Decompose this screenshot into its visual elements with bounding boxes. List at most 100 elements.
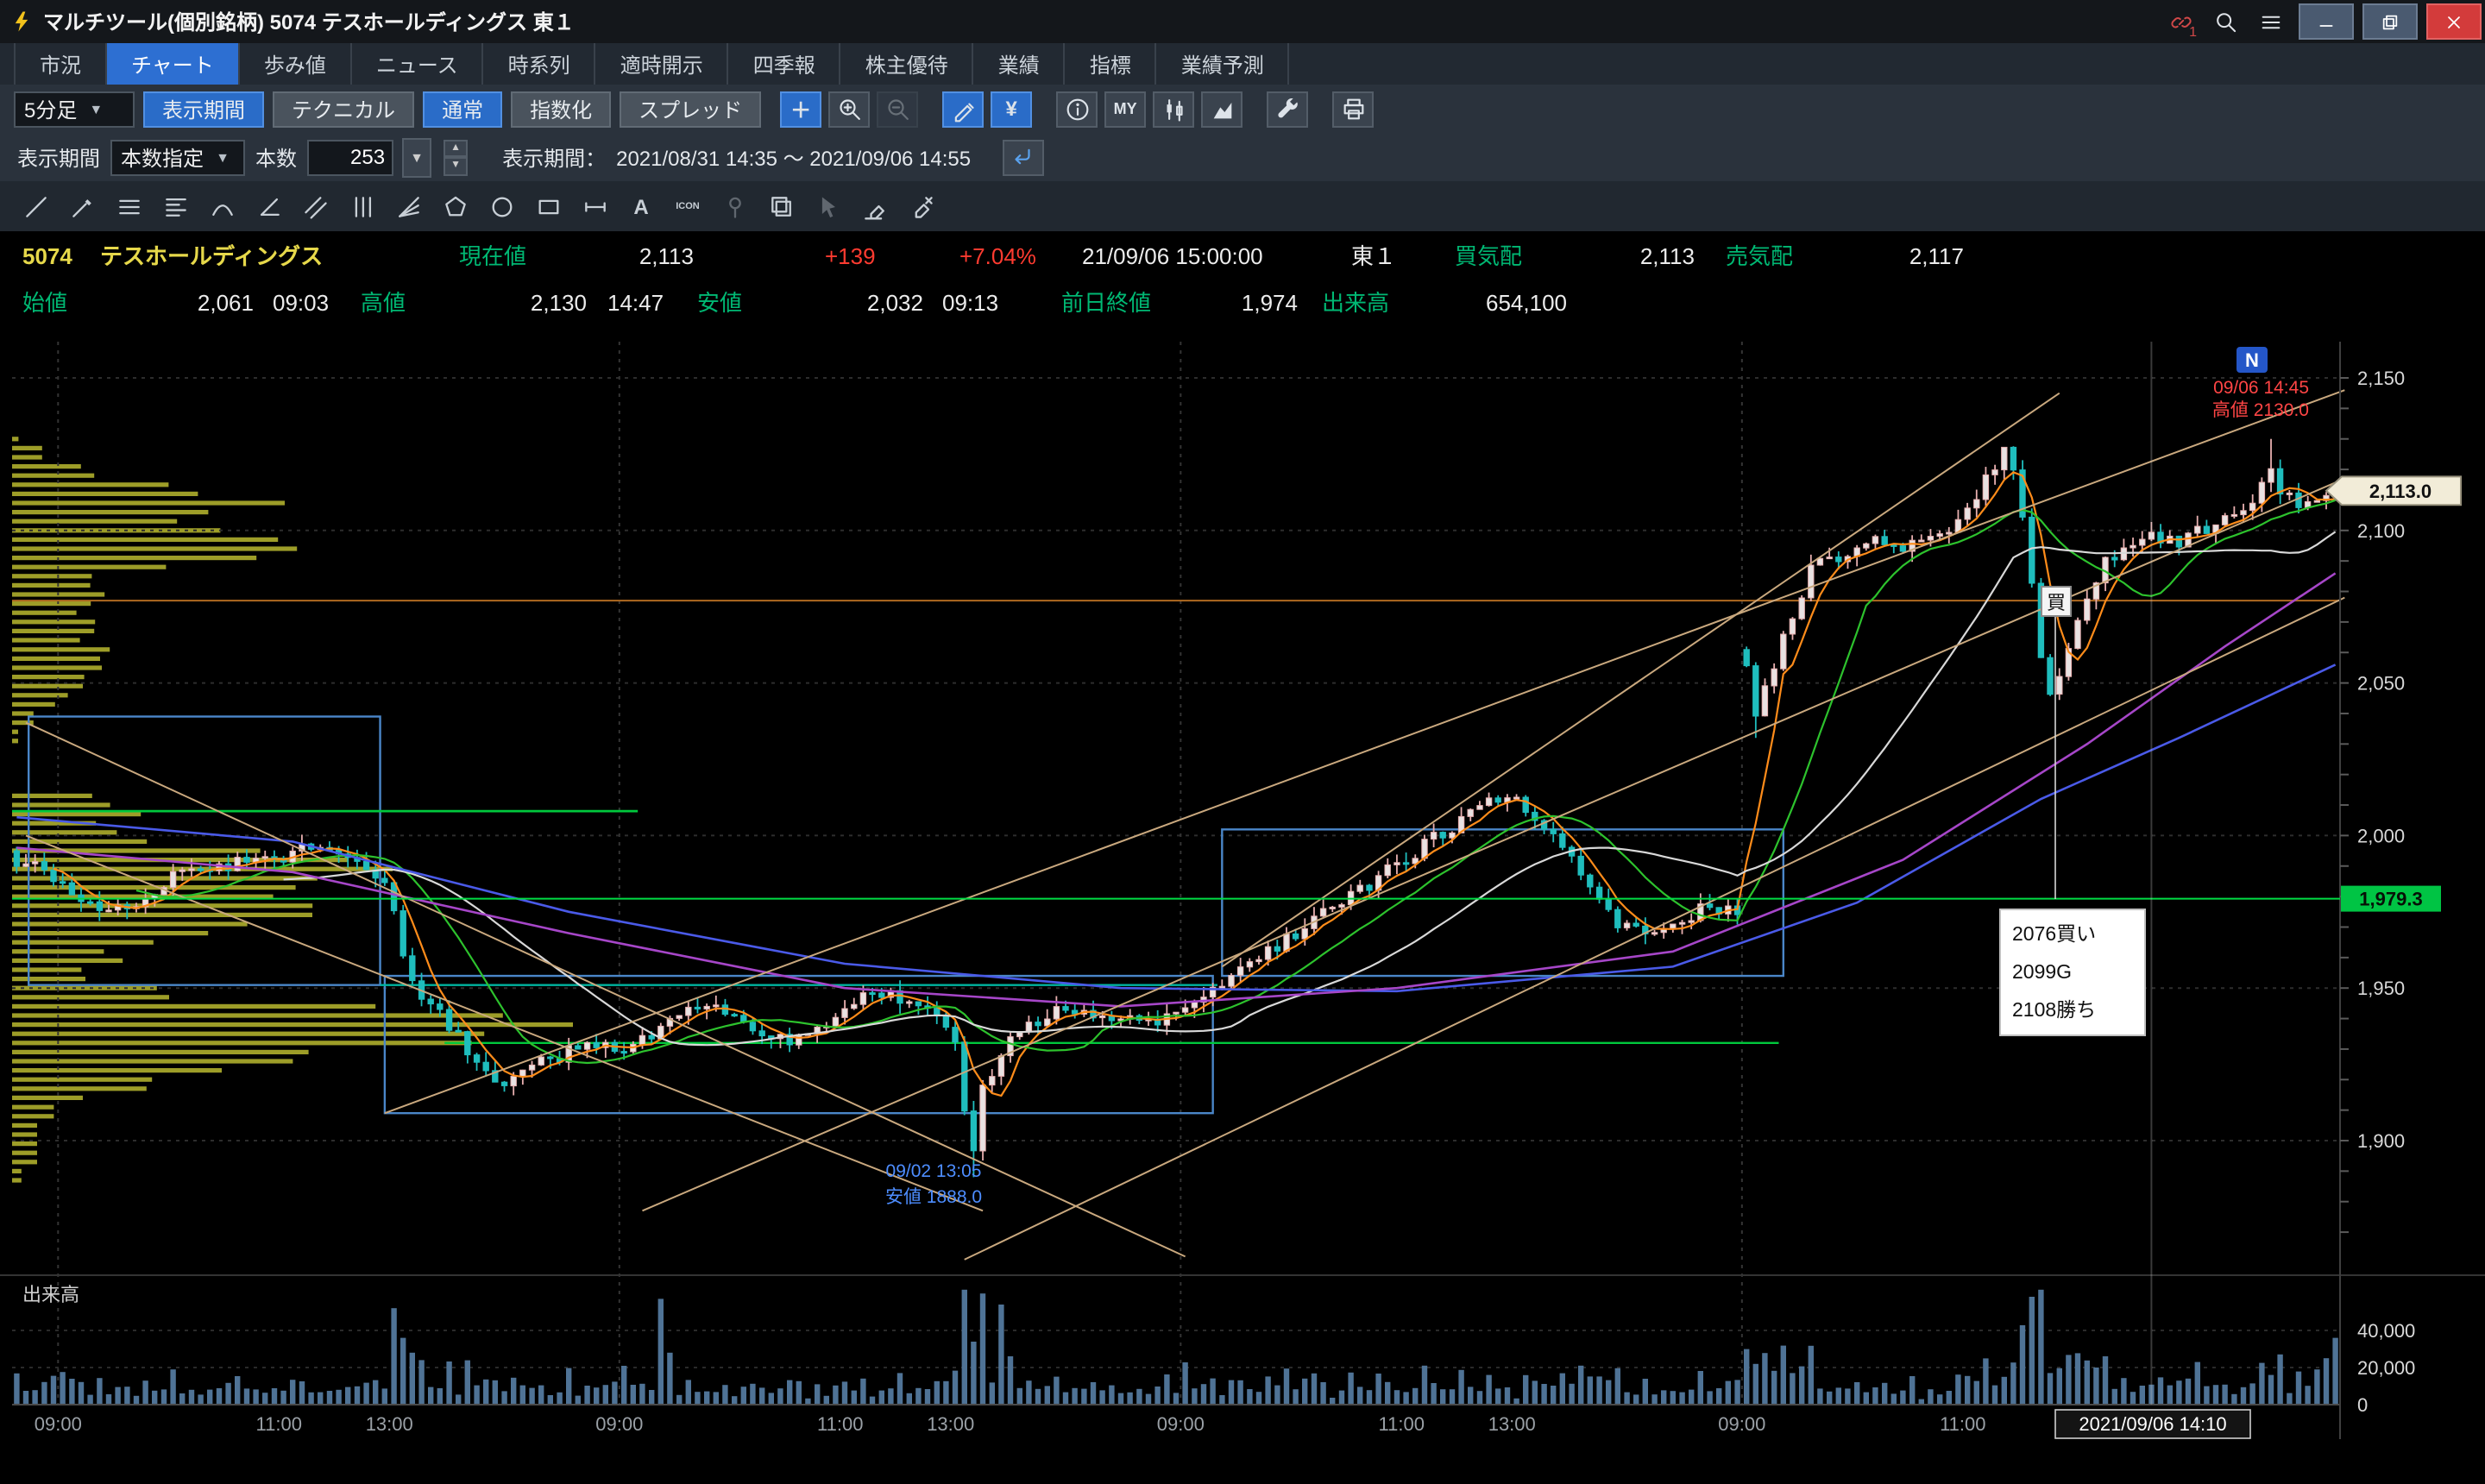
info-button[interactable] xyxy=(1056,91,1098,127)
tab-tick-history[interactable]: 歩み値 xyxy=(240,43,352,85)
draw-tool-eraser[interactable] xyxy=(852,186,896,227)
zoom-out-button xyxy=(877,91,919,127)
tab-indicators[interactable]: 指標 xyxy=(1066,43,1157,85)
menu-icon[interactable] xyxy=(2249,0,2293,43)
svg-text:09:00: 09:00 xyxy=(595,1413,643,1435)
range-value: 2021/08/31 14:35 ～ 2021/09/06 14:55 xyxy=(616,146,972,170)
polygon-icon xyxy=(444,195,465,216)
yen-button[interactable]: ¥ xyxy=(991,91,1033,127)
chart-type-area-icon xyxy=(1212,102,1231,118)
spin-up-icon[interactable]: ▲ xyxy=(444,139,469,157)
draw-tool-angle[interactable] xyxy=(247,186,290,227)
draw-tool-text[interactable]: A xyxy=(620,186,663,227)
svg-text:11:00: 11:00 xyxy=(817,1413,863,1435)
svg-text:09:00: 09:00 xyxy=(1718,1413,1765,1435)
restore-button[interactable] xyxy=(2362,3,2418,40)
reset-period-button[interactable] xyxy=(1002,139,1044,175)
select-icon xyxy=(821,196,834,217)
add-button[interactable]: ＋ xyxy=(780,91,822,127)
period-label: 表示期間 xyxy=(17,146,101,170)
tab-news[interactable]: ニュース xyxy=(352,43,484,85)
minimize-button[interactable] xyxy=(2299,3,2354,40)
period-toolbar: 表示期間 本数指定 ▼ 本数 253 ▼ ▲ ▼ 表示期間： 2021/08/3… xyxy=(0,133,2485,181)
my-list-glyph: MY xyxy=(1113,100,1137,117)
draw-button[interactable] xyxy=(942,91,985,127)
draw-tool-polygon[interactable] xyxy=(433,186,476,227)
chart-type-area-button[interactable] xyxy=(1201,91,1243,127)
indexed-button[interactable]: 指数化 xyxy=(511,91,612,127)
spin-down-icon[interactable]: ▼ xyxy=(444,157,469,175)
tab-market[interactable]: 市況 xyxy=(14,43,108,85)
technical-button[interactable]: テクニカル xyxy=(273,91,415,127)
draw-tool-horizontal-segment[interactable] xyxy=(573,186,616,227)
zoom-in-button[interactable] xyxy=(828,91,871,127)
link-icon[interactable]: 1 xyxy=(2159,0,2204,43)
price-chart-canvas[interactable]: 出来高 2,150 2,100 2,050 2,000 1,950 1,900 40,000 2… xyxy=(0,324,2485,1484)
draw-tool-fibonacci[interactable] xyxy=(154,186,197,227)
draw-tool-ellipse[interactable] xyxy=(480,186,523,227)
draw-tool-icon-stamp[interactable]: ICON xyxy=(666,186,709,227)
trend-line-icon xyxy=(25,196,46,217)
svg-text:2,150: 2,150 xyxy=(2357,368,2405,389)
volume-label: 出来高 xyxy=(1322,290,1390,316)
tab-disclosure[interactable]: 適時開示 xyxy=(596,43,729,85)
draw-tool-horizontal-lines[interactable] xyxy=(107,186,150,227)
ask-label: 売気配 xyxy=(1726,243,1794,269)
volume-value: 654,100 xyxy=(1486,290,1567,316)
bar-count-dropdown[interactable]: ▼ xyxy=(402,137,432,177)
bar-count-spinner[interactable]: ▲ ▼ xyxy=(444,139,469,175)
tab-time-series[interactable]: 時系列 xyxy=(484,43,596,85)
draw-tool-vertical-lines[interactable] xyxy=(340,186,383,227)
prev-close-value: 1,974 xyxy=(1241,290,1298,316)
period-mode-select[interactable]: 本数指定 ▼ xyxy=(110,139,246,175)
zoom-out-icon xyxy=(887,98,909,119)
draw-tool-rectangle[interactable] xyxy=(526,186,569,227)
high-time: 14:47 xyxy=(607,290,664,316)
pin-icon xyxy=(728,196,740,217)
spread-button[interactable]: スプレッド xyxy=(620,91,762,127)
tab-results[interactable]: 業績 xyxy=(974,43,1066,85)
svg-text:2076買い: 2076買い xyxy=(2012,922,2096,945)
draw-tool-channel[interactable] xyxy=(293,186,337,227)
open-label: 始値 xyxy=(22,290,68,316)
draw-tool-clear-all[interactable] xyxy=(899,186,942,227)
bar-count-input[interactable]: 253 xyxy=(307,139,394,175)
svg-text:2099G: 2099G xyxy=(2012,960,2072,983)
my-list-button[interactable]: MY xyxy=(1104,91,1147,127)
pen-icon xyxy=(72,198,91,217)
interval-select[interactable]: 5分足 ▼ xyxy=(14,91,135,127)
draw-tool-trend-line[interactable] xyxy=(14,186,57,227)
tab-forecast[interactable]: 業績予測 xyxy=(1157,43,1290,85)
svg-text:20,000: 20,000 xyxy=(2357,1357,2415,1379)
high-label: 高値 xyxy=(361,290,406,316)
close-button[interactable] xyxy=(2426,3,2482,40)
draw-tool-arc[interactable] xyxy=(200,186,243,227)
svg-text:40,000: 40,000 xyxy=(2357,1320,2415,1342)
display-period-button[interactable]: 表示期間 xyxy=(143,91,265,127)
ask-value: 2,117 xyxy=(1909,243,1964,269)
draw-icon xyxy=(953,102,973,122)
draw-tool-copy[interactable] xyxy=(759,186,802,227)
horizontal-segment-icon xyxy=(584,201,605,211)
chart-type-candle-button[interactable] xyxy=(1153,91,1195,127)
tab-shareholder-benefits[interactable]: 株主優待 xyxy=(841,43,974,85)
svg-text:11:00: 11:00 xyxy=(1379,1413,1425,1435)
svg-text:2,100: 2,100 xyxy=(2357,520,2405,542)
open-time: 09:03 xyxy=(273,290,330,316)
last-price-value: 2,113 xyxy=(639,243,694,269)
chevron-down-icon: ▼ xyxy=(216,149,230,165)
print-button[interactable] xyxy=(1332,91,1375,127)
normal-button[interactable]: 通常 xyxy=(423,91,503,127)
draw-tool-pen[interactable] xyxy=(60,186,104,227)
chevron-down-icon: ▼ xyxy=(89,101,104,116)
svg-text:N: N xyxy=(2245,349,2259,371)
svg-text:13:00: 13:00 xyxy=(927,1413,974,1435)
fibonacci-icon xyxy=(165,197,186,216)
settings-button[interactable] xyxy=(1267,91,1309,127)
tab-shikiho[interactable]: 四季報 xyxy=(729,43,841,85)
tab-chart[interactable]: チャート xyxy=(107,43,240,85)
search-icon[interactable] xyxy=(2204,0,2249,43)
draw-tool-fan[interactable] xyxy=(387,186,430,227)
icon-stamp-glyph: ICON xyxy=(676,201,700,211)
